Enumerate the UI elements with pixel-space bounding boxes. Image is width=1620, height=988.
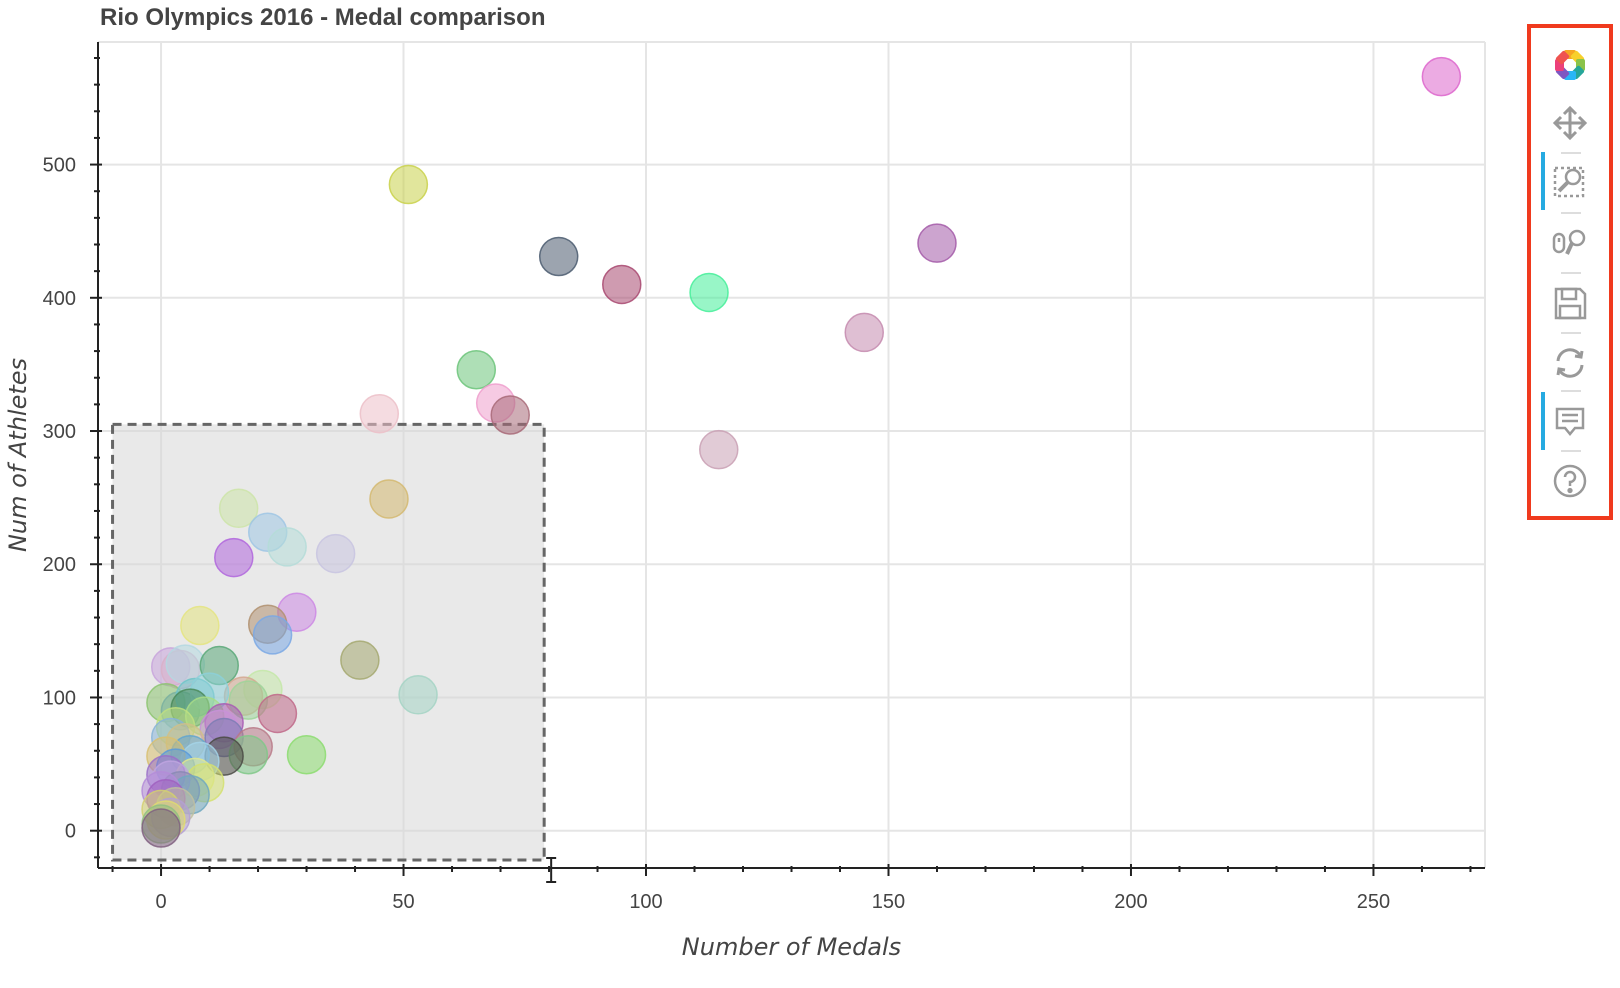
text-cursor bbox=[546, 857, 557, 884]
data-point bbox=[340, 640, 380, 680]
data-point bbox=[218, 488, 259, 529]
data-point bbox=[257, 693, 298, 734]
x-tick-label: 50 bbox=[392, 891, 414, 913]
x-tick-label: 200 bbox=[1114, 891, 1147, 913]
axes: 0 50 100 150 200 250 0 100 200 300 400 500 bbox=[43, 42, 1485, 913]
x-axis-title: Number of Medals bbox=[682, 933, 901, 961]
data-point bbox=[917, 223, 957, 263]
data-point bbox=[369, 479, 409, 519]
pan-tool-icon[interactable] bbox=[1531, 98, 1609, 148]
data-point bbox=[359, 393, 400, 434]
y-tick-label: 200 bbox=[43, 554, 76, 576]
y-tick-label: 400 bbox=[43, 288, 76, 310]
save-tool-icon[interactable] bbox=[1531, 278, 1609, 328]
data-point bbox=[538, 236, 579, 277]
reset-tool-icon[interactable] bbox=[1531, 338, 1609, 388]
data-point bbox=[180, 605, 220, 646]
y-axis-title: Num of Athletes bbox=[4, 358, 32, 552]
data-point bbox=[286, 735, 327, 775]
data-point bbox=[844, 312, 884, 353]
data-point bbox=[490, 395, 530, 435]
data-point bbox=[1421, 56, 1462, 97]
x-tick-label: 0 bbox=[155, 891, 166, 913]
y-tick-label: 0 bbox=[65, 821, 76, 843]
x-tick-label: 250 bbox=[1357, 891, 1390, 913]
help-icon[interactable] bbox=[1531, 456, 1609, 506]
data-point bbox=[252, 615, 293, 655]
x-tick-label: 150 bbox=[872, 891, 905, 913]
scatter-plot[interactable]: 0 50 100 150 200 250 0 100 200 300 400 500 Number o… bbox=[0, 0, 1500, 988]
data-point bbox=[388, 164, 429, 205]
points bbox=[141, 56, 1462, 848]
data-point bbox=[456, 349, 497, 390]
data-point bbox=[699, 429, 739, 470]
y-tick-label: 500 bbox=[43, 155, 76, 177]
toolbar bbox=[1527, 24, 1613, 520]
data-point bbox=[214, 537, 254, 578]
chart-title: Rio Olympics 2016 - Medal comparison bbox=[100, 4, 546, 31]
y-tick-label: 300 bbox=[43, 421, 76, 443]
y-tick-label: 100 bbox=[43, 687, 76, 709]
wheel-zoom-tool-icon[interactable] bbox=[1531, 218, 1609, 268]
bokeh-logo-icon[interactable] bbox=[1531, 40, 1609, 90]
x-tick-label: 100 bbox=[629, 891, 662, 913]
hover-tool-icon[interactable] bbox=[1531, 392, 1609, 450]
data-point bbox=[315, 533, 356, 574]
data-point bbox=[141, 808, 181, 848]
data-point bbox=[398, 675, 438, 715]
data-point bbox=[267, 527, 307, 567]
box-zoom-tool-icon[interactable] bbox=[1531, 152, 1609, 210]
data-point bbox=[689, 272, 729, 313]
data-point bbox=[602, 264, 642, 305]
